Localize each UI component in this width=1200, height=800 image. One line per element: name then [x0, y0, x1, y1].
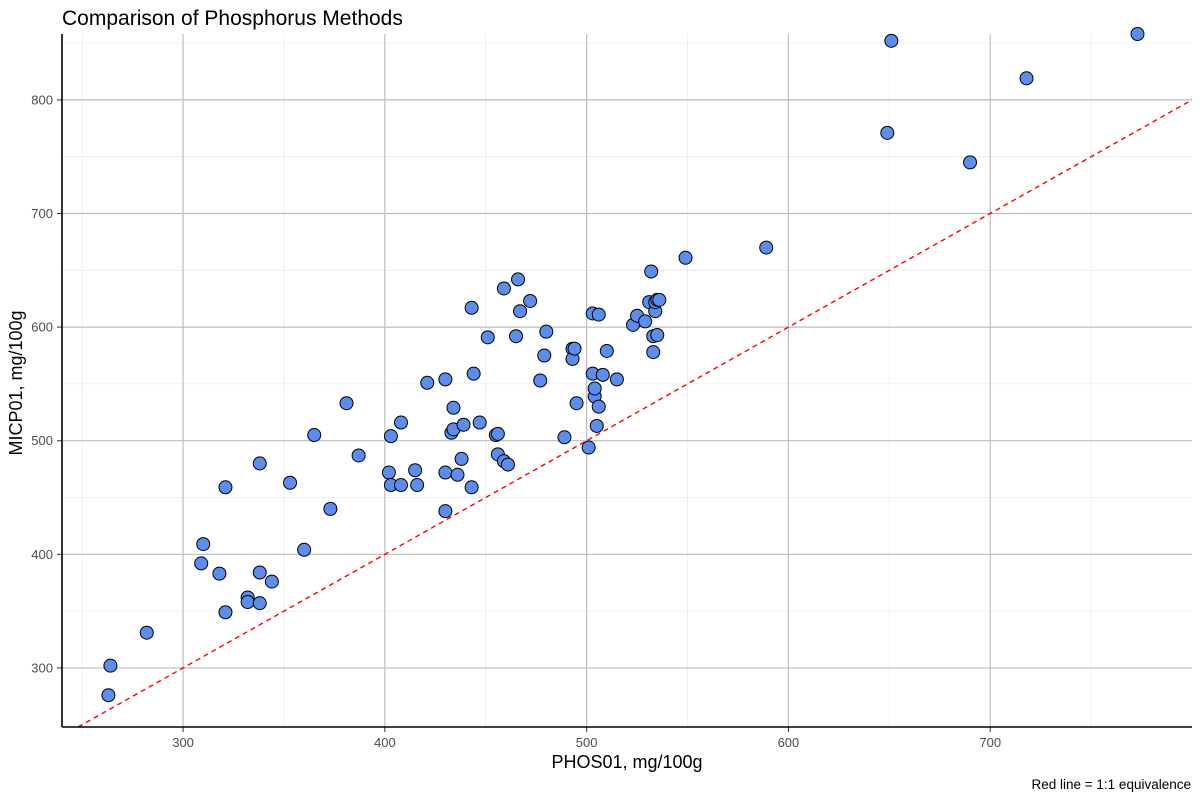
scatter-point	[283, 475, 298, 490]
scatter-point	[509, 329, 524, 344]
scatter-point	[194, 556, 209, 571]
scatter-point	[394, 478, 408, 493]
scatter-point	[490, 426, 505, 441]
scatter-point	[464, 480, 479, 495]
x-tick-label: 600	[778, 735, 800, 750]
scatter-point	[394, 415, 408, 430]
x-tick-label: 400	[374, 735, 396, 750]
scatter-point	[438, 465, 453, 480]
scatter-point	[381, 465, 396, 480]
scatter-point	[454, 451, 469, 466]
scatter-point	[196, 537, 211, 552]
scatter-point	[450, 467, 465, 482]
scatter-point	[323, 501, 338, 516]
scatter-point	[557, 430, 572, 445]
scatter-point	[438, 372, 453, 387]
scatter-point	[383, 429, 398, 444]
y-axis-title: MICP01, mg/100g	[6, 310, 26, 455]
scatter-point	[101, 688, 116, 703]
points-layer	[101, 27, 1145, 703]
scatter-point	[218, 480, 233, 495]
scatter-point	[351, 448, 366, 463]
scatter-point	[678, 250, 693, 265]
scatter-point	[103, 658, 118, 673]
scatter-point	[408, 463, 423, 478]
scatter-point	[884, 33, 899, 48]
scatter-point	[410, 478, 425, 493]
scatter-point	[1130, 27, 1145, 41]
scatter-point	[446, 400, 461, 415]
scatter-point	[464, 300, 479, 315]
y-tick-label: 600	[31, 320, 53, 335]
scatter-point	[963, 155, 978, 170]
scatter-point	[240, 595, 255, 610]
x-tick-label: 500	[576, 735, 598, 750]
scatter-point	[523, 293, 538, 308]
scatter-point	[581, 440, 596, 455]
scatter-point	[567, 341, 582, 356]
scatter-point	[472, 415, 487, 430]
x-tick-label: 700	[979, 735, 1001, 750]
y-tick-label: 400	[31, 547, 53, 562]
scatter-point	[609, 372, 624, 387]
scatter-point	[252, 456, 267, 471]
scatter-point	[591, 399, 606, 414]
scatter-point	[1019, 71, 1034, 86]
scatter-point	[513, 304, 528, 319]
scatter-point	[438, 504, 453, 519]
scatter-point	[595, 367, 610, 382]
scatter-point	[533, 373, 548, 388]
scatter-point	[644, 264, 659, 279]
y-tick-label: 300	[31, 660, 53, 675]
scatter-point	[264, 574, 279, 589]
scatter-point	[589, 418, 604, 433]
scatter-point	[339, 396, 354, 411]
scatter-point	[539, 324, 554, 339]
scatter-point	[591, 307, 606, 322]
scatter-point	[252, 565, 267, 580]
scatter-point	[307, 428, 322, 443]
scatter-point	[587, 381, 602, 396]
scatter-point	[139, 625, 154, 640]
scatter-point	[297, 542, 312, 557]
x-tick-label: 300	[172, 735, 194, 750]
major-grid	[62, 34, 1192, 727]
scatter-point	[880, 125, 895, 140]
reference-line-layer	[77, 99, 1193, 728]
y-tick-label: 800	[31, 92, 53, 107]
minor-grid	[62, 34, 1192, 727]
scatter-point	[420, 375, 435, 390]
scatter-point	[212, 566, 227, 581]
y-tick-label: 500	[31, 433, 53, 448]
y-tick-label: 700	[31, 206, 53, 221]
scatter-point	[500, 457, 515, 472]
axes	[57, 34, 1192, 732]
scatter-point	[537, 348, 552, 363]
scatter-point	[496, 281, 511, 296]
scatter-point	[638, 314, 653, 329]
scatter-point	[480, 330, 495, 345]
scatter-point	[650, 328, 665, 343]
reference-line-1to1	[77, 99, 1193, 728]
x-axis-title: PHOS01, mg/100g	[551, 752, 702, 772]
scatter-point	[466, 366, 481, 381]
chart-title: Comparison of Phosphorus Methods	[62, 7, 403, 30]
scatter-point	[759, 240, 774, 255]
scatter-point	[646, 345, 661, 360]
scatter-point	[456, 417, 471, 432]
chart-caption: Red line = 1:1 equivalence	[1032, 777, 1192, 792]
scatter-point	[652, 292, 667, 307]
tick-labels: 300 400 500 600 700 300 400 500 600 700 800	[31, 92, 1001, 750]
scatter-point	[599, 343, 614, 358]
scatter-point	[218, 605, 233, 620]
scatter-point	[252, 596, 267, 611]
scatter-point	[569, 396, 584, 411]
scatter-point	[511, 272, 526, 287]
